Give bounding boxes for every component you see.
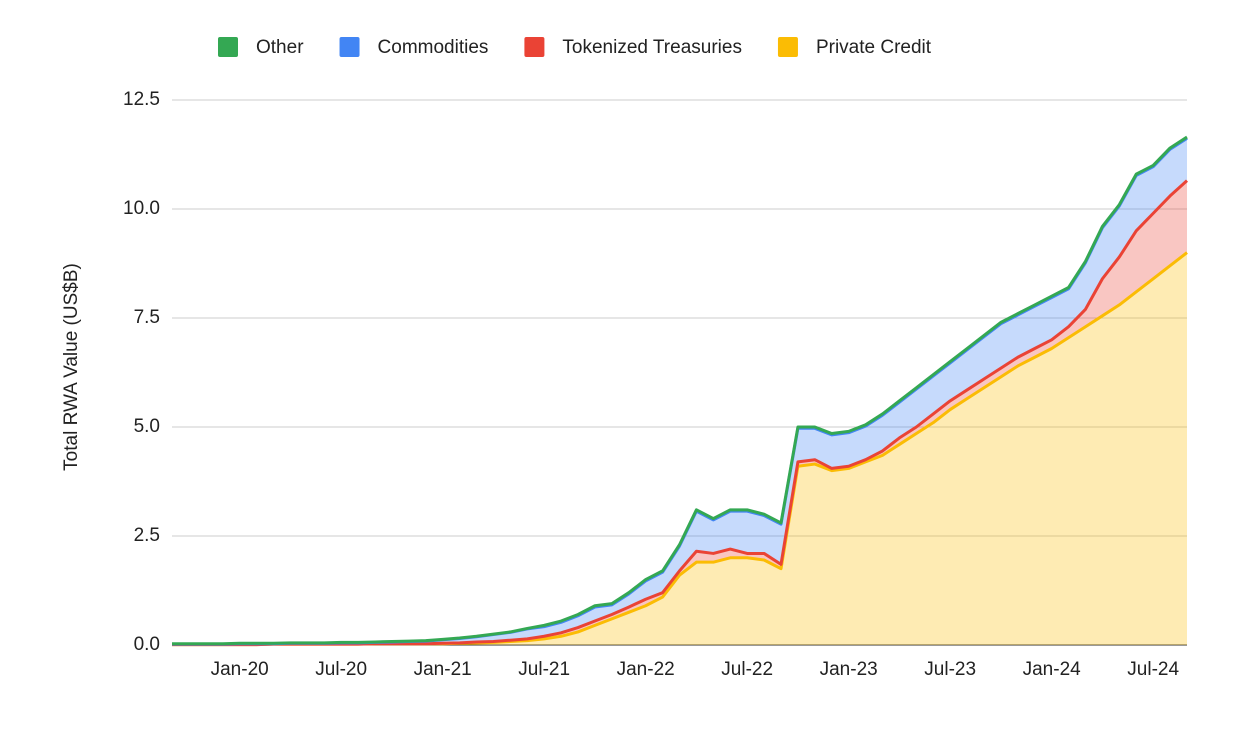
- x-tick-label: Jan-24: [1023, 659, 1082, 680]
- legend-swatch: [524, 37, 545, 57]
- legend-swatch: [218, 37, 238, 57]
- y-tick-label: 12.5: [123, 89, 160, 110]
- x-tick-label: Jul-23: [924, 659, 976, 680]
- x-tick-label: Jul-21: [518, 659, 570, 680]
- legend-label: Private Credit: [816, 37, 932, 58]
- y-tick-label: 0.0: [134, 634, 160, 655]
- x-tick-label: Jul-22: [721, 659, 773, 680]
- y-axis-label: Total RWA Value (US$B): [61, 263, 82, 471]
- x-tick-label: Jul-20: [315, 659, 367, 680]
- x-tick-label: Jan-20: [211, 659, 269, 680]
- area-line: [172, 135, 1188, 646]
- x-tick-label: Jan-23: [820, 659, 878, 680]
- x-tick-label: Jul-24: [1127, 659, 1179, 680]
- y-tick-label: 7.5: [134, 307, 160, 328]
- legend-label: Tokenized Treasuries: [562, 37, 742, 58]
- y-tick-label: 2.5: [134, 525, 160, 546]
- legend-label: Other: [256, 37, 304, 58]
- legend-swatch: [777, 37, 798, 57]
- x-tick-label: Jan-22: [617, 659, 675, 680]
- legend-swatch: [339, 37, 360, 57]
- x-tick-label: Jan-21: [414, 659, 472, 680]
- y-tick-label: 10.0: [123, 198, 160, 219]
- area-fill: [172, 252, 1187, 645]
- y-tick-label: 5.0: [134, 416, 160, 437]
- legend-label: Commodities: [378, 37, 489, 58]
